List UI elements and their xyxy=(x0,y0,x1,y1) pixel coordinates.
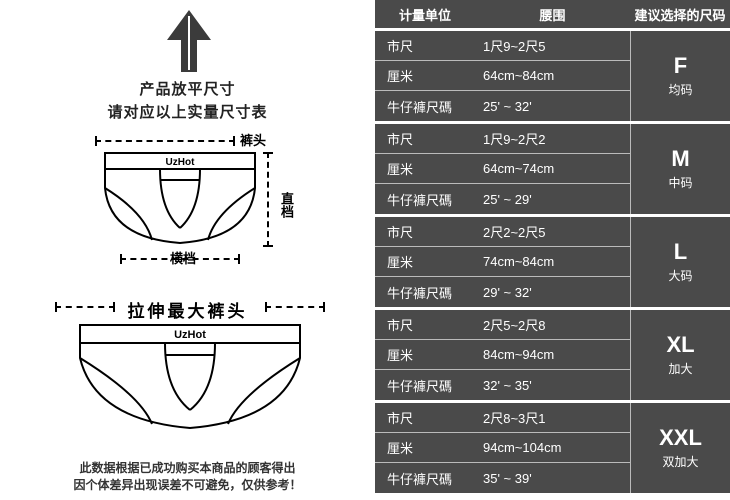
size-table: 计量单位 腰围 建议选择的尺码 市尺1尺9~2尺5厘米64cm~84cm牛仔褲尺… xyxy=(375,0,730,500)
row-label: 厘米 xyxy=(375,66,475,85)
row-value: 94cm~104cm xyxy=(475,440,630,455)
table-row: 厘米64cm~84cm xyxy=(375,61,630,91)
size-group: 市尺2尺8~3尺1厘米94cm~104cm牛仔褲尺碼35' ~ 39'XXL双加… xyxy=(375,403,730,493)
row-value: 64cm~84cm xyxy=(475,68,630,83)
top-line-1: 产品放平尺寸 xyxy=(0,78,375,99)
size-code-cell: XXL 双加大 xyxy=(630,403,730,493)
row-value: 64cm~74cm xyxy=(475,161,630,176)
row-value: 1尺9~2尺2 xyxy=(475,129,630,148)
brief-diagram-1: 裤头 UzHot 直档 横档 xyxy=(95,130,285,265)
row-label: 厘米 xyxy=(375,438,475,457)
size-desc: 加大 xyxy=(668,360,692,377)
table-row: 牛仔褲尺碼32' ~ 35' xyxy=(375,370,630,400)
svg-text:UzHot: UzHot xyxy=(166,157,196,168)
label-zhidang: 直档 xyxy=(277,192,296,218)
row-label: 牛仔褲尺碼 xyxy=(375,97,475,116)
size-code-cell: XL 加大 xyxy=(630,310,730,400)
hdr-suggest: 建议选择的尺码 xyxy=(630,5,730,24)
row-value: 2尺8~3尺1 xyxy=(475,408,630,427)
row-label: 厘米 xyxy=(375,159,475,178)
row-value: 1尺9~2尺5 xyxy=(475,36,630,55)
size-code-cell: F 均码 xyxy=(630,31,730,121)
table-row: 厘米64cm~74cm xyxy=(375,154,630,184)
table-row: 厘米84cm~94cm xyxy=(375,340,630,370)
disclaimer-line-1: 此数据根据已成功购买本商品的顾客得出 xyxy=(0,460,375,477)
row-value: 29' ~ 32' xyxy=(475,285,630,300)
table-row: 厘米74cm~84cm xyxy=(375,247,630,277)
left-panel: 产品放平尺寸 请对应以上实量尺寸表 裤头 UzHot xyxy=(0,0,375,500)
size-desc: 双加大 xyxy=(662,453,698,470)
size-desc: 均码 xyxy=(668,81,692,98)
row-value: 84cm~94cm xyxy=(475,347,630,362)
row-label: 市尺 xyxy=(375,36,475,55)
page: 产品放平尺寸 请对应以上实量尺寸表 裤头 UzHot xyxy=(0,0,730,500)
label-kutou: 裤头 xyxy=(240,130,266,149)
arrow-up-icon xyxy=(165,10,213,77)
table-row: 市尺1尺9~2尺5 xyxy=(375,31,630,61)
row-label: 牛仔褲尺碼 xyxy=(375,376,475,395)
table-row: 牛仔褲尺碼29' ~ 32' xyxy=(375,277,630,307)
table-row: 牛仔褲尺碼25' ~ 32' xyxy=(375,91,630,121)
size-group: 市尺2尺2~2尺5厘米74cm~84cm牛仔褲尺碼29' ~ 32'L大码 xyxy=(375,217,730,307)
row-label: 牛仔褲尺碼 xyxy=(375,190,475,209)
table-row: 厘米94cm~104cm xyxy=(375,433,630,463)
row-value: 2尺5~2尺8 xyxy=(475,315,630,334)
table-header: 计量单位 腰围 建议选择的尺码 xyxy=(375,0,730,28)
size-code: XL xyxy=(666,334,694,356)
size-code-cell: M 中码 xyxy=(630,124,730,214)
hdr-waist: 腰围 xyxy=(475,5,630,24)
brief-svg-2: UzHot xyxy=(70,320,310,440)
size-desc: 大码 xyxy=(668,267,692,284)
size-group: 市尺2尺5~2尺8厘米84cm~94cm牛仔褲尺碼32' ~ 35'XL加大 xyxy=(375,310,730,400)
size-code-cell: L 大码 xyxy=(630,217,730,307)
row-label: 厘米 xyxy=(375,252,475,271)
table-row: 市尺2尺8~3尺1 xyxy=(375,403,630,433)
stretch-title: 拉伸最大裤头 xyxy=(0,297,375,322)
size-code: F xyxy=(674,55,687,77)
size-code: XXL xyxy=(659,427,702,449)
top-line-2: 请对应以上实量尺寸表 xyxy=(0,101,375,122)
row-label: 牛仔褲尺碼 xyxy=(375,469,475,488)
row-value: 74cm~84cm xyxy=(475,254,630,269)
size-code: L xyxy=(674,241,687,263)
size-group: 市尺1尺9~2尺5厘米64cm~84cm牛仔褲尺碼25' ~ 32'F均码 xyxy=(375,31,730,121)
row-label: 市尺 xyxy=(375,129,475,148)
disclaimer-line-2: 因个体差异出现误差不可避免，仅供参考！ xyxy=(0,477,375,494)
table-row: 市尺1尺9~2尺2 xyxy=(375,124,630,154)
size-desc: 中码 xyxy=(668,174,692,191)
row-label: 市尺 xyxy=(375,222,475,241)
row-label: 市尺 xyxy=(375,408,475,427)
row-label: 市尺 xyxy=(375,315,475,334)
row-label: 牛仔褲尺碼 xyxy=(375,283,475,302)
label-hengdang: 横档 xyxy=(170,248,196,267)
size-code: M xyxy=(671,148,689,170)
disclaimer: 此数据根据已成功购买本商品的顾客得出 因个体差异出现误差不可避免，仅供参考！ xyxy=(0,460,375,494)
row-value: 25' ~ 32' xyxy=(475,99,630,114)
row-label: 厘米 xyxy=(375,345,475,364)
size-group: 市尺1尺9~2尺2厘米64cm~74cm牛仔褲尺碼25' ~ 29'M中码 xyxy=(375,124,730,214)
row-value: 2尺2~2尺5 xyxy=(475,222,630,241)
brief-diagram-2: UzHot xyxy=(70,320,310,440)
hdr-unit: 计量单位 xyxy=(375,5,475,24)
row-value: 32' ~ 35' xyxy=(475,378,630,393)
top-instruction: 产品放平尺寸 请对应以上实量尺寸表 xyxy=(0,78,375,122)
row-value: 25' ~ 29' xyxy=(475,192,630,207)
table-row: 市尺2尺5~2尺8 xyxy=(375,310,630,340)
table-row: 牛仔褲尺碼35' ~ 39' xyxy=(375,463,630,493)
svg-text:UzHot: UzHot xyxy=(174,329,206,341)
row-value: 35' ~ 39' xyxy=(475,471,630,486)
table-row: 市尺2尺2~2尺5 xyxy=(375,217,630,247)
table-row: 牛仔褲尺碼25' ~ 29' xyxy=(375,184,630,214)
